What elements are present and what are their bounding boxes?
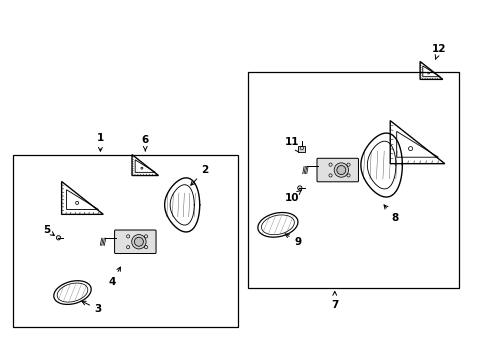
Circle shape <box>336 166 345 175</box>
Circle shape <box>134 237 143 246</box>
Text: 7: 7 <box>330 300 338 310</box>
Circle shape <box>297 186 302 190</box>
Text: 8: 8 <box>383 205 397 223</box>
Text: 5: 5 <box>43 225 50 235</box>
Text: 6: 6 <box>142 135 149 151</box>
Text: 9: 9 <box>285 234 301 247</box>
Text: 1: 1 <box>97 133 104 143</box>
FancyBboxPatch shape <box>316 158 358 182</box>
Circle shape <box>56 236 61 240</box>
Text: 3: 3 <box>82 301 102 315</box>
Bar <box>13 155 238 328</box>
Circle shape <box>131 235 146 249</box>
Text: 12: 12 <box>431 44 446 59</box>
Text: 10: 10 <box>284 190 301 203</box>
Circle shape <box>333 163 348 177</box>
FancyBboxPatch shape <box>114 230 156 253</box>
Text: 2: 2 <box>190 165 208 185</box>
Bar <box>247 72 458 288</box>
Text: 4: 4 <box>108 267 120 287</box>
Text: 11: 11 <box>284 137 299 152</box>
Bar <box>298 145 305 152</box>
